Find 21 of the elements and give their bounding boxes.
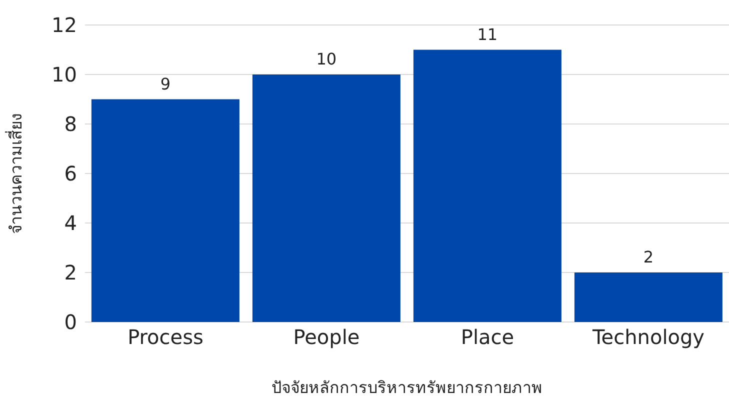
y-tick-label: 12 bbox=[52, 13, 77, 38]
bar bbox=[413, 50, 562, 322]
x-axis-title: ปัจจัยหลักการบริหารทรัพยากรกายภาพ bbox=[272, 378, 542, 397]
y-tick-label: 10 bbox=[52, 62, 77, 87]
data-label: 10 bbox=[316, 50, 337, 68]
x-tick-label: Technology bbox=[591, 325, 705, 350]
x-tick-label: People bbox=[293, 325, 360, 350]
y-tick-label: 0 bbox=[64, 310, 77, 334]
y-tick-label: 2 bbox=[64, 260, 77, 285]
bar bbox=[91, 99, 240, 322]
y-axis-title: จำนวนความเสี่ยง bbox=[4, 113, 26, 234]
data-label: 2 bbox=[643, 248, 654, 266]
y-tick-label: 4 bbox=[64, 211, 77, 236]
data-label: 9 bbox=[160, 74, 171, 94]
y-tick-label: 8 bbox=[64, 112, 77, 136]
x-tick-label: Process bbox=[128, 325, 204, 350]
bar bbox=[574, 272, 722, 322]
bar bbox=[252, 74, 400, 322]
x-tick-label: Place bbox=[460, 325, 514, 350]
y-tick-label: 6 bbox=[64, 162, 77, 186]
data-label: 11 bbox=[477, 24, 498, 44]
